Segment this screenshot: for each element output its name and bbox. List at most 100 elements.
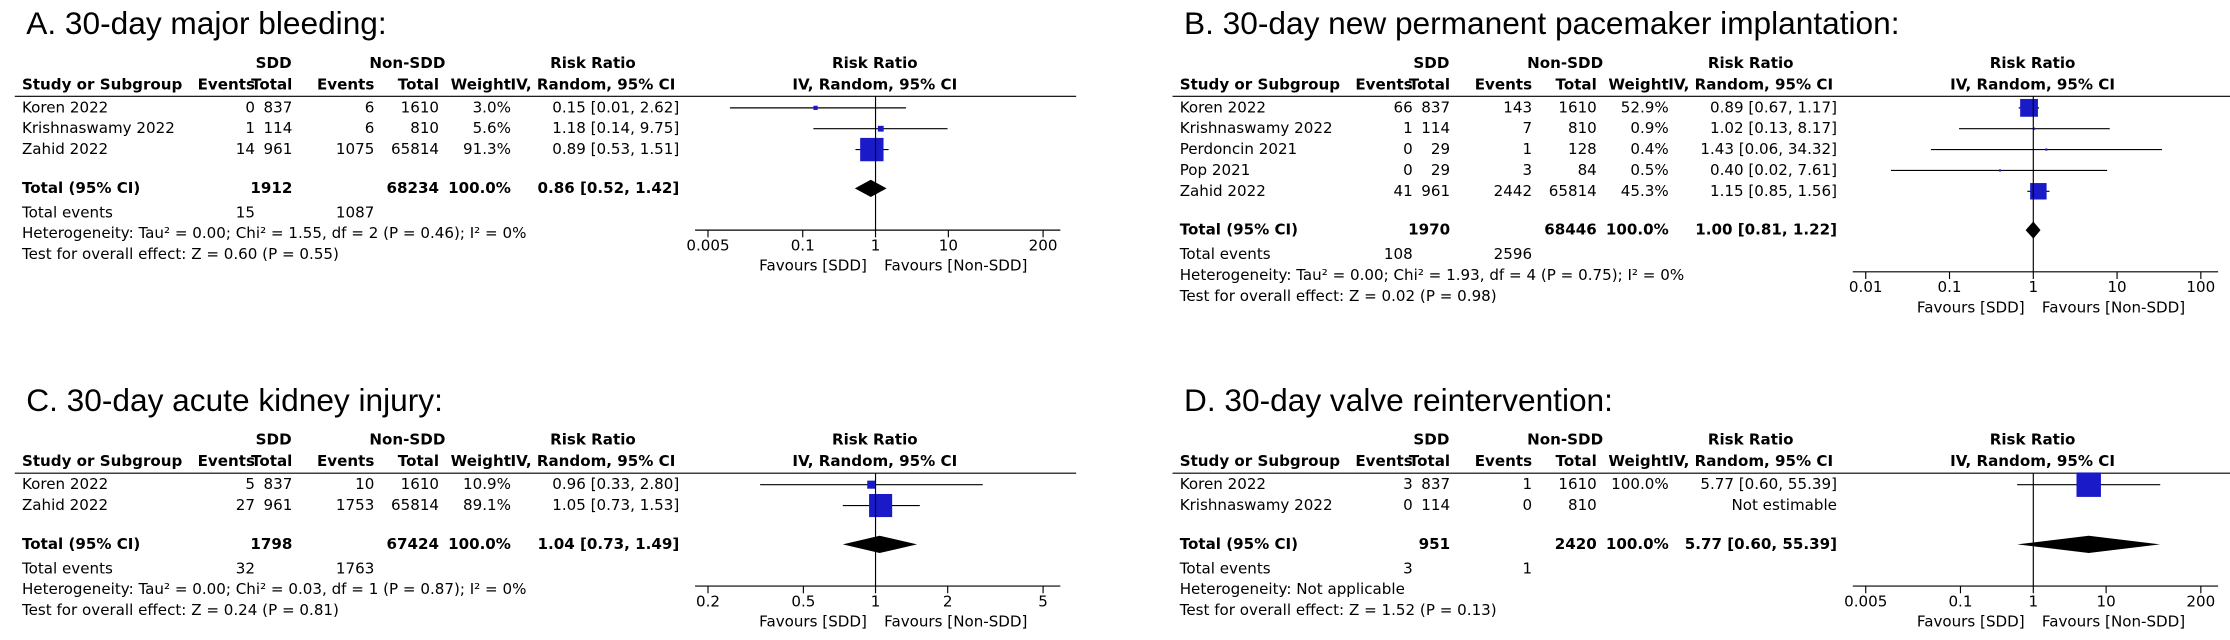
column-header: Events bbox=[198, 75, 255, 93]
weight: 100.0% bbox=[1606, 535, 1669, 553]
total: 837 bbox=[264, 98, 293, 116]
effect-square bbox=[2045, 148, 2048, 151]
x-tick-label: 10 bbox=[2096, 592, 2115, 610]
column-header: Total bbox=[1409, 452, 1450, 470]
x-tick-label: 200 bbox=[2186, 592, 2215, 610]
effect-square bbox=[860, 137, 884, 162]
overall-test: Test for overall effect: Z = 0.60 (P = 0… bbox=[21, 245, 339, 263]
favours-label: Favours [Non-SDD] bbox=[2042, 613, 2185, 631]
total: 1610 bbox=[1558, 475, 1596, 493]
total-name: Total (95% CI) bbox=[1180, 221, 1298, 239]
heterogeneity: Heterogeneity: Tau² = 0.00; Chi² = 1.93,… bbox=[1180, 266, 1684, 284]
total: 128 bbox=[1568, 140, 1597, 158]
effect-header: Risk Ratio bbox=[1708, 431, 1794, 449]
weight: 0.5% bbox=[1630, 161, 1668, 179]
total-name: Total (95% CI) bbox=[1180, 535, 1298, 553]
total: 1798 bbox=[250, 535, 292, 553]
effect-header: Risk Ratio bbox=[550, 431, 636, 449]
total-events-label: Total events bbox=[21, 559, 113, 577]
total: 961 bbox=[264, 140, 293, 158]
events: 0 bbox=[245, 98, 255, 116]
column-header: Events bbox=[1355, 452, 1412, 470]
x-tick-label: 0.5 bbox=[791, 592, 815, 610]
weight: 45.3% bbox=[1621, 182, 1669, 200]
effect-ci: 1.18 [0.14, 9.75] bbox=[552, 119, 679, 137]
x-tick-label: 1 bbox=[871, 592, 881, 610]
plot-header: IV, Random, 95% CI bbox=[1950, 452, 2115, 470]
weight: 100.0% bbox=[448, 535, 511, 553]
plot-header: Risk Ratio bbox=[1990, 54, 2076, 72]
total: 68446 bbox=[1544, 221, 1597, 239]
events: 2596 bbox=[1494, 245, 1532, 263]
group-header: SDD bbox=[256, 54, 292, 72]
x-tick-label: 5 bbox=[1038, 592, 1048, 610]
study-name: Zahid 2022 bbox=[22, 496, 108, 514]
effect-ci: 1.02 [0.13, 8.17] bbox=[1710, 119, 1837, 137]
weight: 100.0% bbox=[1611, 475, 1669, 493]
events: 3 bbox=[1403, 559, 1413, 577]
effect-square bbox=[867, 480, 876, 489]
total: 1912 bbox=[250, 179, 292, 197]
events: 5 bbox=[245, 475, 255, 493]
x-tick-label: 0.1 bbox=[791, 236, 815, 254]
effect-ci: 1.15 [0.85, 1.56] bbox=[1710, 182, 1837, 200]
column-header: Total bbox=[398, 452, 439, 470]
study-name: Koren 2022 bbox=[1180, 98, 1266, 116]
plot-header: Risk Ratio bbox=[832, 431, 918, 449]
effect-ci: 0.40 [0.02, 7.61] bbox=[1710, 161, 1837, 179]
total: 65814 bbox=[1549, 182, 1597, 200]
study-name: Zahid 2022 bbox=[22, 140, 108, 158]
events: 1075 bbox=[336, 140, 374, 158]
column-header: Weight bbox=[1608, 452, 1668, 470]
x-tick-label: 0.01 bbox=[1849, 278, 1883, 296]
x-tick-label: 10 bbox=[2107, 278, 2126, 296]
group-header: Non-SDD bbox=[1527, 431, 1603, 449]
favours-label: Favours [SDD] bbox=[759, 257, 867, 275]
weight: 3.0% bbox=[473, 98, 511, 116]
weight: 100.0% bbox=[1606, 221, 1669, 239]
plot-header: Risk Ratio bbox=[832, 54, 918, 72]
heterogeneity: Heterogeneity: Tau² = 0.00; Chi² = 1.55,… bbox=[22, 224, 526, 242]
column-header: Weight bbox=[451, 452, 511, 470]
events: 6 bbox=[365, 98, 375, 116]
plot-header: IV, Random, 95% CI bbox=[792, 452, 957, 470]
heterogeneity: Heterogeneity: Not applicable bbox=[1180, 580, 1405, 598]
panel-title: C. 30-day acute kidney injury: bbox=[26, 382, 443, 418]
effect-header: Risk Ratio bbox=[550, 54, 636, 72]
events: 14 bbox=[236, 140, 255, 158]
total: 84 bbox=[1578, 161, 1597, 179]
study-name: Koren 2022 bbox=[1180, 475, 1266, 493]
effect-ci: 5.77 [0.60, 55.39] bbox=[1700, 475, 1837, 493]
column-header: IV, Random, 95% CI bbox=[511, 75, 676, 93]
group-header: Non-SDD bbox=[369, 431, 445, 449]
events: 0 bbox=[1403, 140, 1413, 158]
study-name: Krishnaswamy 2022 bbox=[1180, 496, 1333, 514]
events: 108 bbox=[1384, 245, 1413, 263]
column-header: IV, Random, 95% CI bbox=[511, 452, 676, 470]
events: 1753 bbox=[336, 496, 374, 514]
favours-label: Favours [Non-SDD] bbox=[884, 613, 1027, 631]
weight: 0.4% bbox=[1630, 140, 1668, 158]
effect-square bbox=[2076, 472, 2101, 497]
effect-header: Risk Ratio bbox=[1708, 54, 1794, 72]
favours-label: Favours [Non-SDD] bbox=[2042, 298, 2185, 316]
column-header: Events bbox=[317, 452, 374, 470]
total: 951 bbox=[1419, 535, 1451, 553]
events: 0 bbox=[1403, 161, 1413, 179]
effect-square bbox=[869, 493, 893, 518]
effect-ci: 1.05 [0.73, 1.53] bbox=[552, 496, 679, 514]
events: 10 bbox=[355, 475, 374, 493]
favours-label: Favours [SDD] bbox=[1917, 613, 2025, 631]
column-header: IV, Random, 95% CI bbox=[1668, 75, 1833, 93]
weight: 5.6% bbox=[473, 119, 511, 137]
effect-ci: 0.89 [0.53, 1.51] bbox=[552, 140, 679, 158]
column-header: Total bbox=[1556, 75, 1597, 93]
events: 1 bbox=[1522, 140, 1532, 158]
effect-ci: 1.43 [0.06, 34.32] bbox=[1700, 140, 1837, 158]
effect-ci: 1.00 [0.81, 1.22] bbox=[1695, 221, 1837, 239]
column-header: Total bbox=[398, 75, 439, 93]
total: 810 bbox=[410, 119, 439, 137]
column-header: Events bbox=[317, 75, 374, 93]
